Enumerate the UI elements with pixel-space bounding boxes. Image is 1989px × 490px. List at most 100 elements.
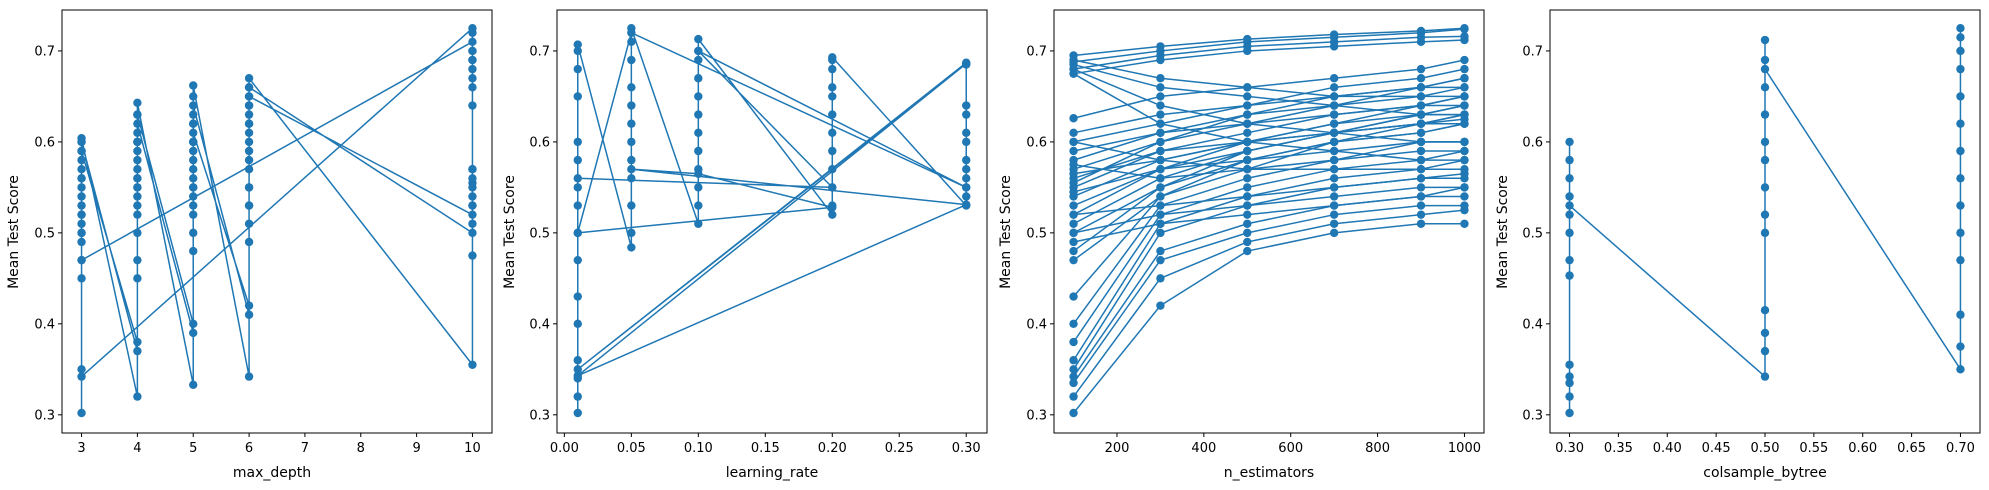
- x-tick-label: 0.50: [1751, 441, 1780, 456]
- data-point: [77, 219, 86, 228]
- data-point: [1565, 210, 1574, 219]
- data-point: [468, 228, 477, 238]
- data-point: [1565, 192, 1574, 201]
- data-point: [1956, 64, 1965, 74]
- data-point: [189, 110, 198, 119]
- data-point: [573, 201, 582, 210]
- y-axis-label: Mean Test Score: [6, 175, 22, 289]
- data-point: [1760, 210, 1770, 219]
- data-point: [1069, 210, 1078, 219]
- x-tick-label: 0.05: [617, 441, 646, 456]
- plot-frame: [1053, 9, 1485, 434]
- data-point: [133, 255, 142, 265]
- data-point: [1329, 174, 1339, 183]
- plot-frame: [61, 9, 493, 434]
- data-point: [77, 192, 86, 201]
- data-point: [1069, 356, 1078, 365]
- data-point: [694, 146, 703, 156]
- data-point: [573, 46, 582, 56]
- data-point: [77, 155, 86, 165]
- data-point: [244, 301, 254, 310]
- data-point: [189, 246, 198, 256]
- data-point: [828, 110, 837, 119]
- data-point: [627, 28, 636, 37]
- data-point: [1416, 146, 1426, 156]
- data-point: [1460, 92, 1469, 101]
- data-point: [1760, 346, 1770, 356]
- data-point: [1156, 301, 1165, 310]
- data-point: [1329, 155, 1339, 165]
- y-tick-label: 0.4: [529, 317, 550, 332]
- y-tick-label: 0.3: [529, 408, 550, 423]
- series-line: [1073, 118, 1465, 207]
- data-point: [1329, 119, 1339, 128]
- data-point: [828, 164, 837, 174]
- data-point: [1069, 219, 1078, 228]
- data-point: [1156, 210, 1165, 219]
- data-point: [244, 372, 254, 381]
- y-tick-label: 0.4: [1522, 317, 1543, 332]
- data-point: [1565, 271, 1574, 280]
- series-line: [1073, 86, 1465, 161]
- data-point: [1416, 110, 1426, 119]
- data-point: [1460, 155, 1469, 165]
- data-point: [1565, 360, 1574, 369]
- data-point: [133, 274, 142, 283]
- y-tick-label: 0.5: [1522, 226, 1543, 241]
- data-point: [1069, 378, 1078, 388]
- data-point: [1156, 83, 1165, 92]
- data-point: [1460, 64, 1469, 74]
- data-point: [1243, 183, 1252, 192]
- y-axis-label: Mean Test Score: [1495, 175, 1511, 289]
- x-tick-label: 3: [77, 441, 85, 456]
- series-line: [1073, 39, 1465, 75]
- data-point: [1956, 33, 1965, 42]
- data-point: [1956, 92, 1965, 101]
- data-point: [1460, 110, 1469, 119]
- data-point: [244, 101, 254, 110]
- data-point: [1243, 237, 1252, 247]
- data-point: [573, 174, 582, 183]
- series-line: [1072, 204, 1465, 384]
- data-point: [468, 55, 477, 65]
- data-point: [1416, 183, 1426, 192]
- data-point: [694, 183, 703, 192]
- data-point: [1069, 255, 1078, 265]
- x-tick-label: 9: [412, 441, 420, 456]
- data-point: [1460, 101, 1469, 110]
- y-tick-label: 0.7: [1026, 44, 1047, 59]
- data-point: [1760, 305, 1770, 315]
- data-point: [1069, 146, 1078, 156]
- data-point: [1243, 119, 1252, 128]
- data-point: [133, 146, 142, 156]
- data-point: [1329, 164, 1339, 174]
- data-point: [1416, 164, 1426, 174]
- data-point: [1156, 192, 1165, 201]
- data-point: [573, 319, 582, 329]
- data-point: [627, 37, 636, 47]
- data-point: [1760, 55, 1770, 65]
- data-point: [244, 137, 254, 147]
- data-point: [694, 34, 703, 44]
- data-point: [1243, 219, 1252, 228]
- data-point: [244, 310, 254, 319]
- data-point: [1243, 228, 1252, 238]
- data-point: [1156, 92, 1165, 101]
- data-point: [627, 243, 636, 252]
- x-axis-label: n_estimators: [1224, 465, 1314, 481]
- data-point: [1565, 201, 1574, 210]
- data-point: [1565, 372, 1574, 381]
- data-point: [1416, 201, 1426, 210]
- data-point: [1156, 128, 1165, 138]
- data-point: [1416, 219, 1426, 228]
- series-line: [1073, 195, 1465, 243]
- x-tick-label: 0.70: [1946, 441, 1975, 456]
- data-point: [133, 192, 142, 201]
- data-point: [133, 337, 142, 347]
- data-point: [573, 408, 582, 418]
- series-line: [1073, 113, 1465, 261]
- data-point: [1956, 119, 1965, 128]
- data-point: [468, 201, 477, 210]
- data-point: [1416, 192, 1426, 201]
- data-point: [1329, 83, 1339, 92]
